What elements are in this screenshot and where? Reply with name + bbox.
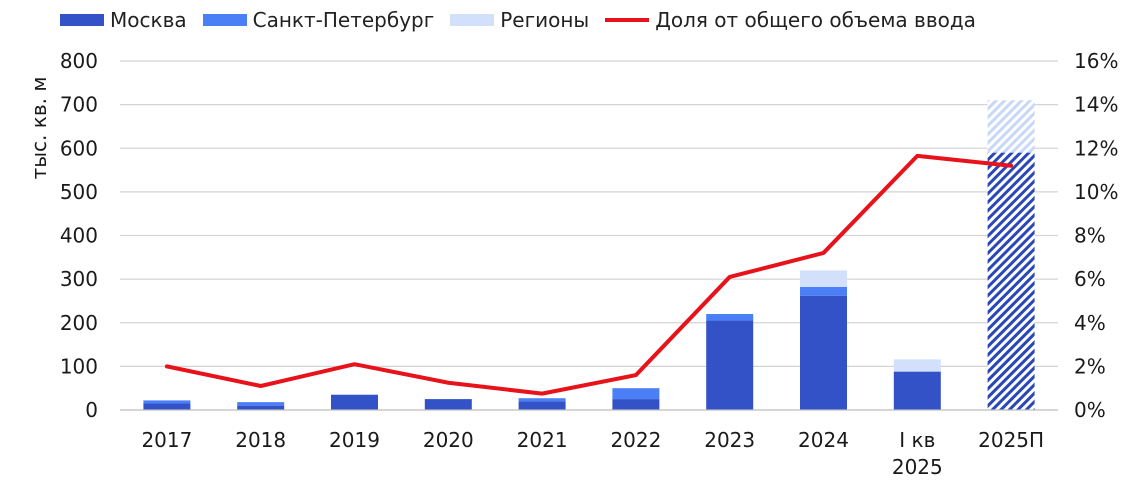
x-tick-label: 2019 (329, 428, 380, 452)
bar-moscow (518, 401, 566, 410)
legend-swatch-spb (202, 14, 247, 26)
y2-tick-label: 4% (1074, 311, 1106, 335)
x-tick-label: 2025 (892, 455, 943, 479)
y2-tick-label: 10% (1074, 180, 1118, 204)
y2-tick-label: 8% (1074, 224, 1106, 248)
y2-tick-label: 16% (1074, 49, 1118, 73)
bar-spb (143, 400, 191, 404)
y-tick-label: 200 (60, 311, 98, 335)
x-tick-label: 2022 (610, 428, 661, 452)
legend-item-regions: Регионы (450, 8, 589, 32)
y-tick-label: 800 (60, 49, 98, 73)
bar-regions (987, 100, 1035, 153)
bar-moscow (706, 320, 754, 410)
share-line (164, 153, 1014, 396)
bar-regions (893, 359, 941, 372)
x-tick-label: 2020 (423, 428, 474, 452)
legend-swatch-regions (450, 14, 495, 26)
bars-group (143, 100, 1035, 411)
legend-item-moscow: Москва (60, 8, 187, 32)
x-tick-label: 2023 (704, 428, 755, 452)
bar-moscow (893, 371, 941, 410)
y-tick-label: 400 (60, 224, 98, 248)
x-tick-label: 2018 (235, 428, 286, 452)
legend-line-share (605, 18, 650, 22)
bar-moscow (424, 399, 472, 410)
legend-item-share: Доля от общего объема ввода (605, 8, 976, 32)
bar-spb (800, 286, 847, 296)
x-tick-label: I кв (899, 428, 935, 452)
y-tick-label: 0 (85, 398, 98, 422)
legend: Москва Санкт-Петербург Регионы Доля от о… (60, 6, 992, 34)
bar-moscow (800, 295, 847, 410)
x-tick-label: 2021 (517, 428, 568, 452)
legend-swatch-moscow (60, 14, 104, 26)
y-tick-label: 600 (60, 136, 98, 160)
bar-moscow (143, 403, 191, 410)
y-tick-label: 700 (60, 93, 98, 117)
bar-moscow (237, 405, 285, 410)
bar-regions (800, 270, 847, 287)
share-line-group (164, 153, 1014, 396)
y-tick-label: 300 (60, 267, 98, 291)
y-tick-label: 500 (60, 180, 98, 204)
bar-moscow (987, 152, 1035, 411)
legend-label-spb: Санкт-Петербург (252, 8, 435, 32)
y2-tick-label: 2% (1074, 354, 1106, 378)
axes-group: 0 100 200 300 400 500 600 700 800 0% 2% 4% 6% 8% 10% 12… (60, 49, 1119, 479)
legend-label-moscow: Москва (110, 8, 187, 32)
bar-spb (237, 402, 285, 406)
bar-spb (706, 314, 754, 321)
x-tick-label: 2024 (798, 428, 849, 452)
bar-spb (518, 398, 566, 402)
y2-tick-label: 6% (1074, 267, 1106, 291)
bar-spb (612, 388, 660, 400)
x-tick-label: 2025П (978, 428, 1044, 452)
gridlines (120, 60, 1058, 367)
legend-label-share: Доля от общего объема ввода (655, 8, 976, 32)
legend-label-regions: Регионы (500, 8, 590, 32)
y2-tick-label: 14% (1074, 93, 1118, 117)
y-axis-label: тыс. кв. м (27, 77, 51, 180)
y2-tick-label: 0% (1074, 398, 1106, 422)
legend-item-spb: Санкт-Петербург (202, 8, 435, 32)
x-tick-label: 2017 (141, 428, 192, 452)
y-tick-label: 100 (60, 354, 98, 378)
bar-moscow (612, 399, 660, 410)
bar-moscow (331, 394, 378, 410)
y2-tick-label: 12% (1074, 136, 1118, 160)
